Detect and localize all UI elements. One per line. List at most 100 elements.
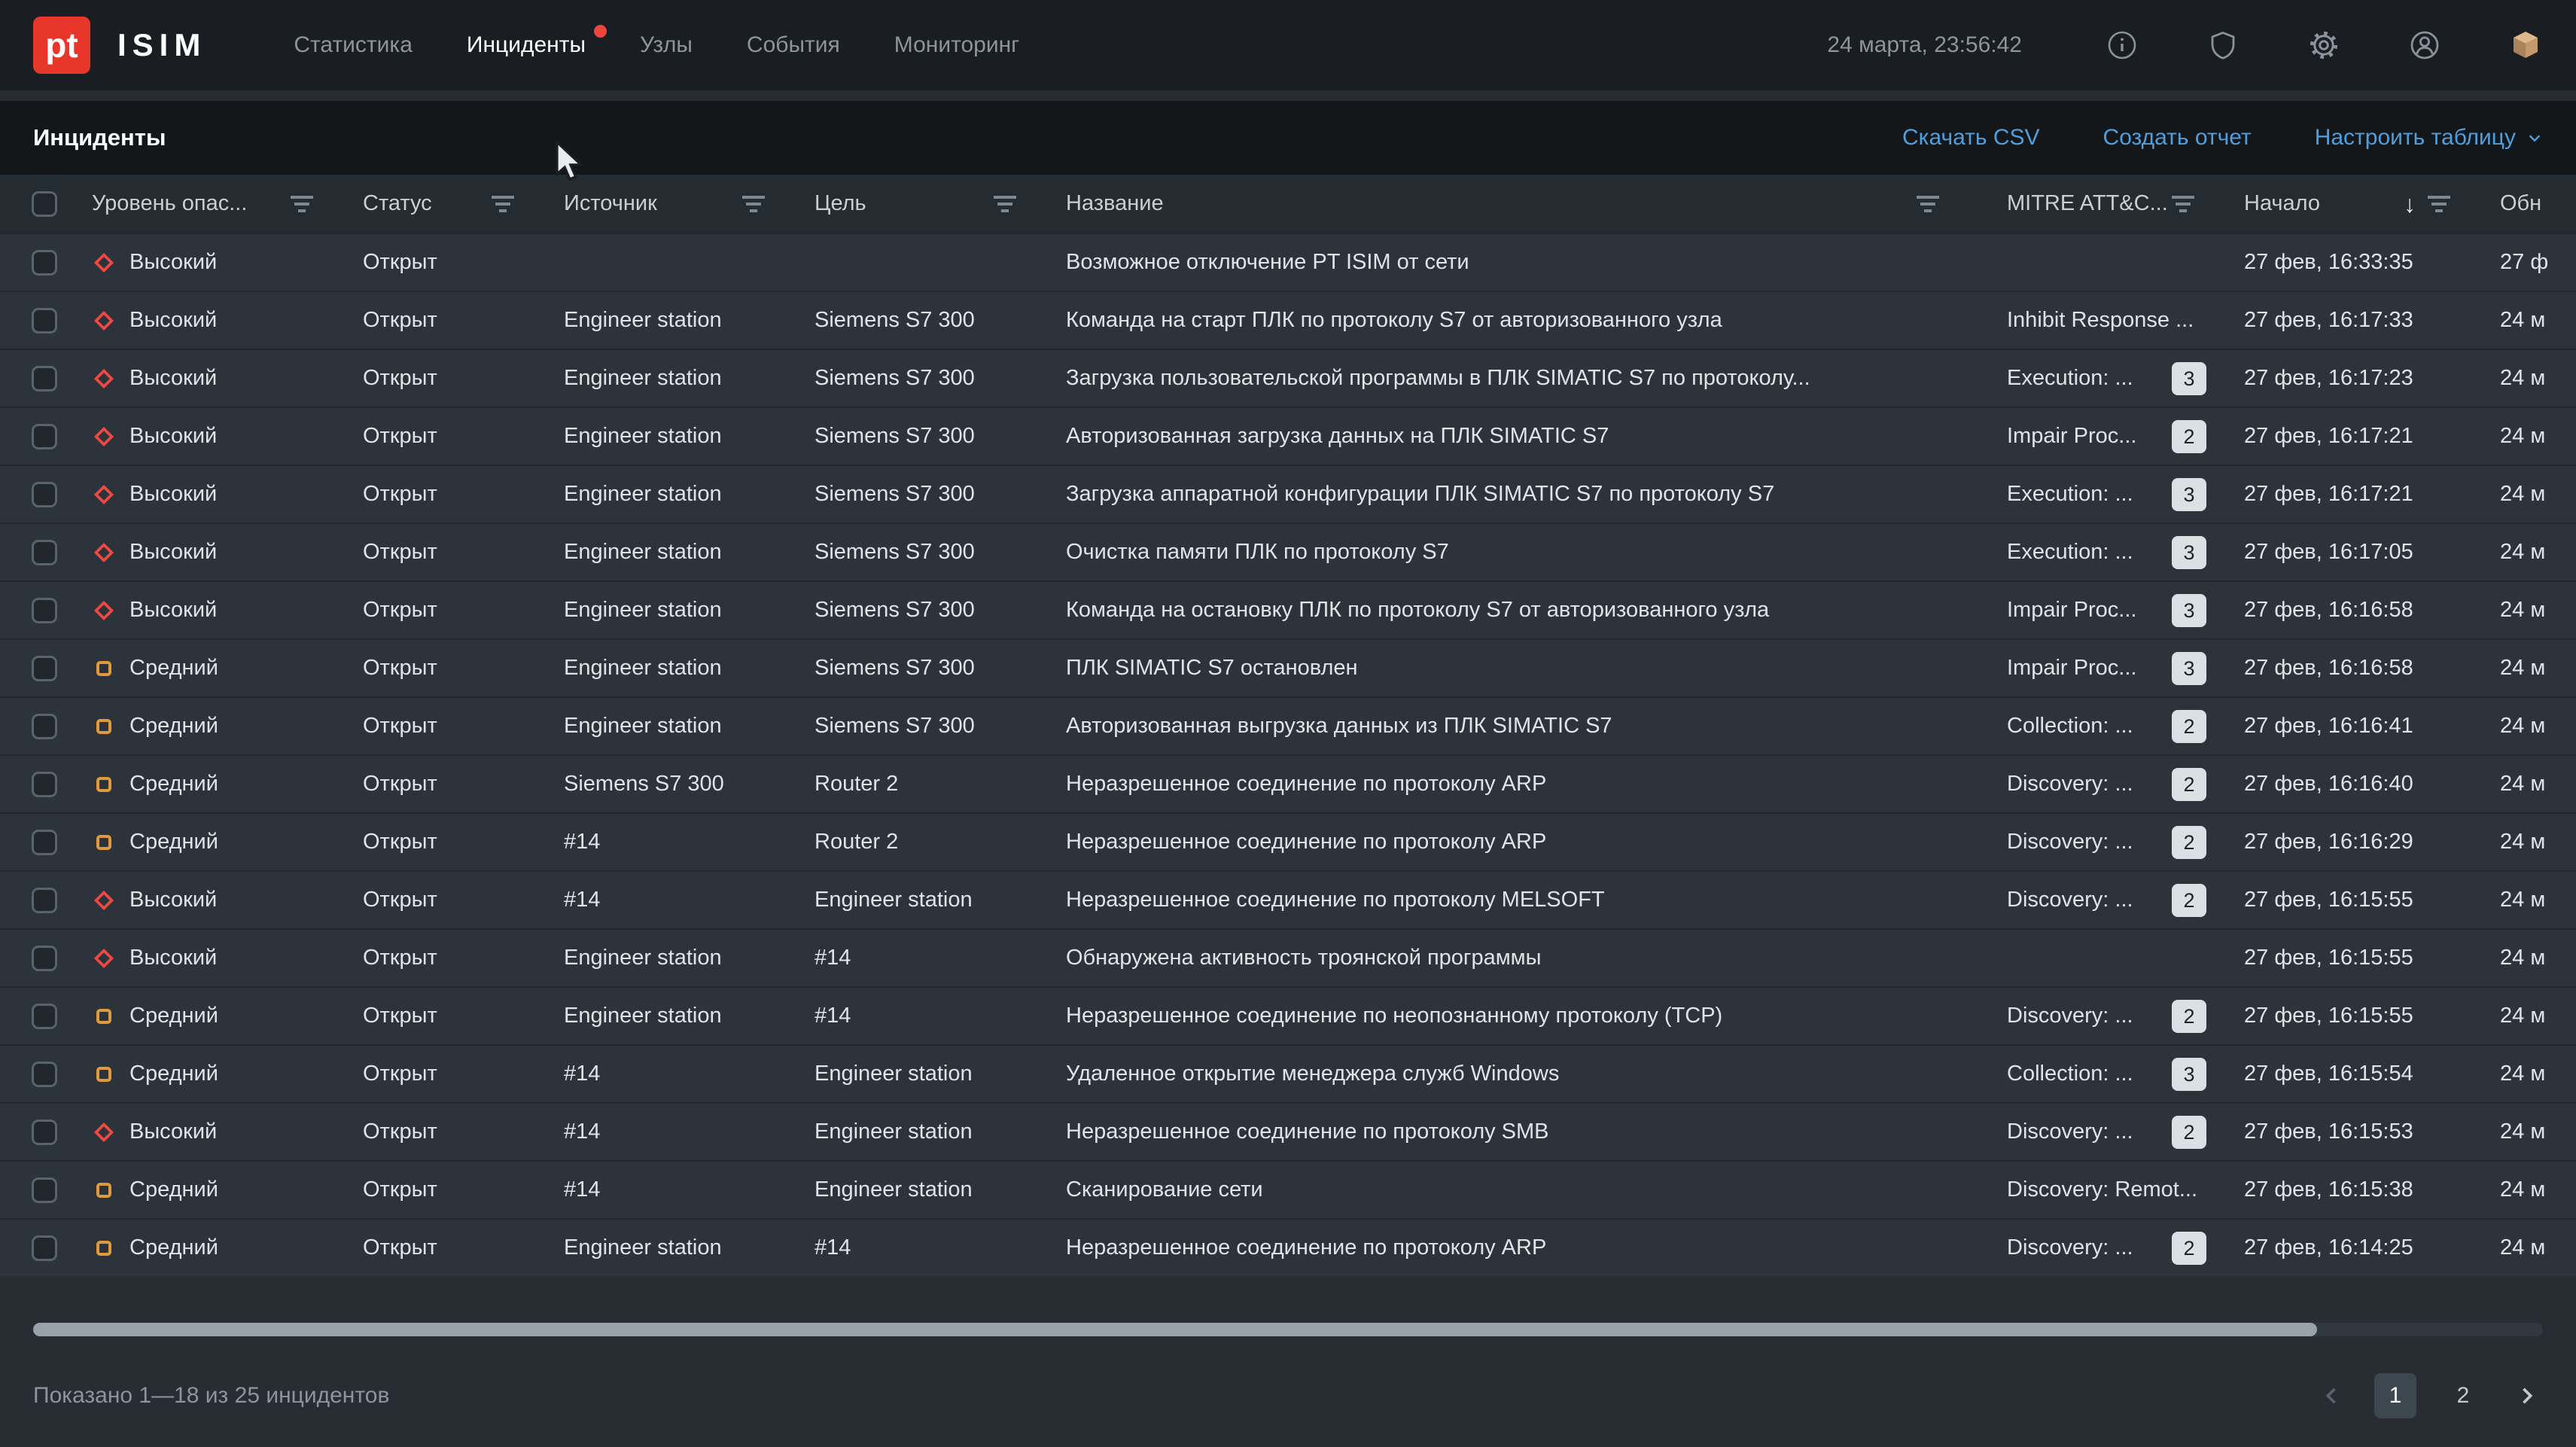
column-label: Обн (2500, 191, 2542, 215)
table-row[interactable]: Средний Открыт #14 Engineer station Удал… (0, 1044, 2576, 1102)
table-row[interactable]: Высокий Открыт Engineer station Siemens … (0, 349, 2576, 407)
row-checkbox[interactable] (32, 597, 57, 623)
row-checkbox[interactable] (32, 1119, 57, 1145)
table-row[interactable]: Средний Открыт Engineer station #14 Нера… (0, 986, 2576, 1044)
configure-table-button[interactable]: Настроить таблицу (2315, 125, 2543, 151)
column-header-target[interactable]: Цель (795, 175, 1046, 233)
row-checkbox[interactable] (32, 423, 57, 449)
mitre-cell: Execution: ... 3 (1987, 524, 2224, 580)
target-cell: Siemens S7 300 (815, 656, 975, 680)
sort-desc-icon[interactable]: ↓ (2404, 190, 2416, 218)
table-row[interactable]: Средний Открыт #14 Router 2 Неразрешенно… (0, 812, 2576, 870)
source-cell: Engineer station (564, 598, 722, 622)
column-header-severity[interactable]: Уровень опас... (72, 175, 343, 233)
severity-label: Средний (129, 1004, 218, 1028)
severity-icon (96, 660, 111, 676)
table-row[interactable]: Средний Открыт Siemens S7 300 Router 2 Н… (0, 754, 2576, 812)
row-checkbox[interactable] (32, 365, 57, 391)
info-icon[interactable] (2105, 28, 2139, 62)
filter-icon[interactable] (994, 195, 1016, 212)
table-row[interactable]: Высокий Открыт Engineer station Siemens … (0, 407, 2576, 465)
row-checkbox[interactable] (32, 481, 57, 507)
row-checkbox[interactable] (32, 1235, 57, 1261)
column-header-status[interactable]: Статус (343, 175, 544, 233)
table-row[interactable]: Высокий Открыт Engineer station Siemens … (0, 465, 2576, 522)
severity-icon (96, 1182, 111, 1198)
filter-icon[interactable] (2172, 195, 2194, 212)
filter-icon[interactable] (1917, 195, 1939, 212)
updated-time-cell: 24 м (2500, 366, 2546, 390)
mitre-count-badge: 3 (2172, 477, 2206, 511)
shield-icon[interactable] (2206, 28, 2240, 62)
table-row[interactable]: Высокий Открыт Engineer station Siemens … (0, 580, 2576, 638)
page-button-1[interactable]: 1 (2374, 1373, 2416, 1418)
row-checkbox[interactable] (32, 655, 57, 681)
user-icon[interactable] (2407, 28, 2442, 62)
severity-label: Средний (129, 1177, 218, 1202)
table-row[interactable]: Высокий Открыт Engineer station #14 Обна… (0, 928, 2576, 986)
column-header-start[interactable]: Начало ↓ (2224, 175, 2480, 233)
next-page-button[interactable] (2510, 1373, 2543, 1418)
gear-icon[interactable] (2307, 28, 2341, 62)
prev-page-button[interactable] (2316, 1373, 2349, 1418)
table-row[interactable]: Средний Открыт Engineer station #14 Нера… (0, 1218, 2576, 1276)
nav-item-statistics[interactable]: Статистика (294, 32, 413, 57)
row-checkbox[interactable] (32, 249, 57, 276)
table-row[interactable]: Высокий Открыт Engineer station Siemens … (0, 291, 2576, 349)
page-button-2[interactable]: 2 (2456, 1383, 2470, 1408)
column-label: Цель (815, 191, 866, 215)
row-checkbox[interactable] (32, 1177, 57, 1203)
select-all-checkbox[interactable] (32, 190, 57, 217)
mitre-tactic-label: Impair Proc... (2007, 424, 2137, 448)
nav-item-incidents[interactable]: Инциденты (467, 25, 607, 58)
column-header-updated[interactable]: Обн (2480, 175, 2576, 233)
pt-logo[interactable]: pt (33, 17, 90, 74)
table-row[interactable]: Высокий Открыт #14 Engineer station Нера… (0, 870, 2576, 928)
start-time-cell: 27 фев, 16:14:25 (2244, 1235, 2413, 1260)
row-checkbox[interactable] (32, 1003, 57, 1029)
status-cell: Открыт (363, 1177, 437, 1202)
cube-icon[interactable] (2508, 28, 2543, 62)
filter-icon[interactable] (492, 195, 514, 212)
start-time-cell: 27 фев, 16:15:54 (2244, 1062, 2413, 1086)
horizontal-scrollbar[interactable] (33, 1323, 2543, 1336)
table-row[interactable]: Средний Открыт Engineer station Siemens … (0, 696, 2576, 754)
download-csv-button[interactable]: Скачать CSV (1902, 125, 2040, 150)
status-cell: Открыт (363, 424, 437, 448)
column-label: Статус (363, 191, 432, 215)
row-checkbox[interactable] (32, 1061, 57, 1087)
severity-icon (93, 1122, 114, 1142)
column-header-mitre[interactable]: MITRE ATT&C... (1987, 175, 2224, 233)
row-checkbox[interactable] (32, 713, 57, 739)
table-row[interactable]: Средний Открыт #14 Engineer station Скан… (0, 1160, 2576, 1218)
start-time-cell: 27 фев, 16:16:58 (2244, 598, 2413, 622)
mitre-cell: Impair Proc... 3 (1987, 582, 2224, 638)
row-checkbox[interactable] (32, 539, 57, 565)
row-checkbox[interactable] (32, 771, 57, 797)
nav-item-events[interactable]: События (746, 32, 840, 57)
row-checkbox[interactable] (32, 945, 57, 971)
filter-icon[interactable] (742, 195, 765, 212)
row-checkbox[interactable] (32, 829, 57, 855)
filter-icon[interactable] (291, 195, 313, 212)
table-row[interactable]: Высокий Открыт #14 Engineer station Нера… (0, 1102, 2576, 1160)
status-cell: Открыт (363, 482, 437, 506)
column-header-name[interactable]: Название (1046, 175, 1987, 233)
filter-icon[interactable] (2428, 195, 2450, 212)
column-header-source[interactable]: Источник (544, 175, 795, 233)
updated-time-cell: 24 м (2500, 1062, 2546, 1086)
table-row[interactable]: Средний Открыт Engineer station Siemens … (0, 638, 2576, 696)
nav-item-nodes[interactable]: Узлы (640, 32, 693, 57)
mitre-tactic-label: Inhibit Response ... (2007, 308, 2194, 332)
row-checkbox[interactable] (32, 307, 57, 334)
nav-item-monitoring[interactable]: Мониторинг (894, 32, 1020, 57)
target-cell: Siemens S7 300 (815, 424, 975, 448)
target-cell: Siemens S7 300 (815, 308, 975, 332)
row-checkbox[interactable] (32, 887, 57, 913)
table-row[interactable]: Высокий Открыт Возможное отключение PT I… (0, 233, 2576, 291)
scrollbar-thumb[interactable] (33, 1323, 2317, 1336)
create-report-button[interactable]: Создать отчет (2103, 125, 2252, 150)
severity-label: Высокий (129, 308, 218, 332)
table-row[interactable]: Высокий Открыт Engineer station Siemens … (0, 522, 2576, 580)
mitre-cell (1987, 930, 2224, 986)
